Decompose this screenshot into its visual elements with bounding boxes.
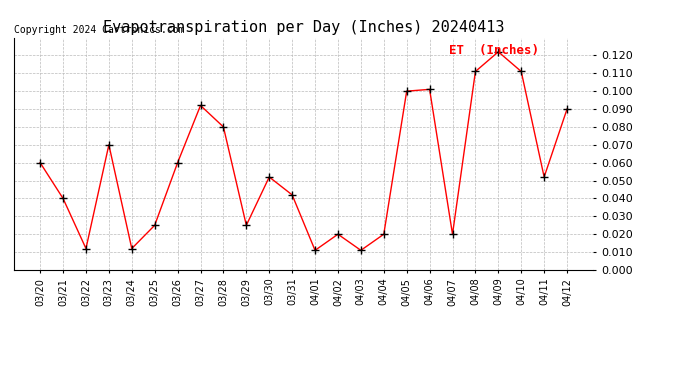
Text: Copyright 2024 Cartronics.com: Copyright 2024 Cartronics.com — [14, 25, 184, 35]
Title: Evapotranspiration per Day (Inches) 20240413: Evapotranspiration per Day (Inches) 2024… — [103, 20, 504, 35]
Text: ET  (Inches): ET (Inches) — [448, 45, 538, 57]
